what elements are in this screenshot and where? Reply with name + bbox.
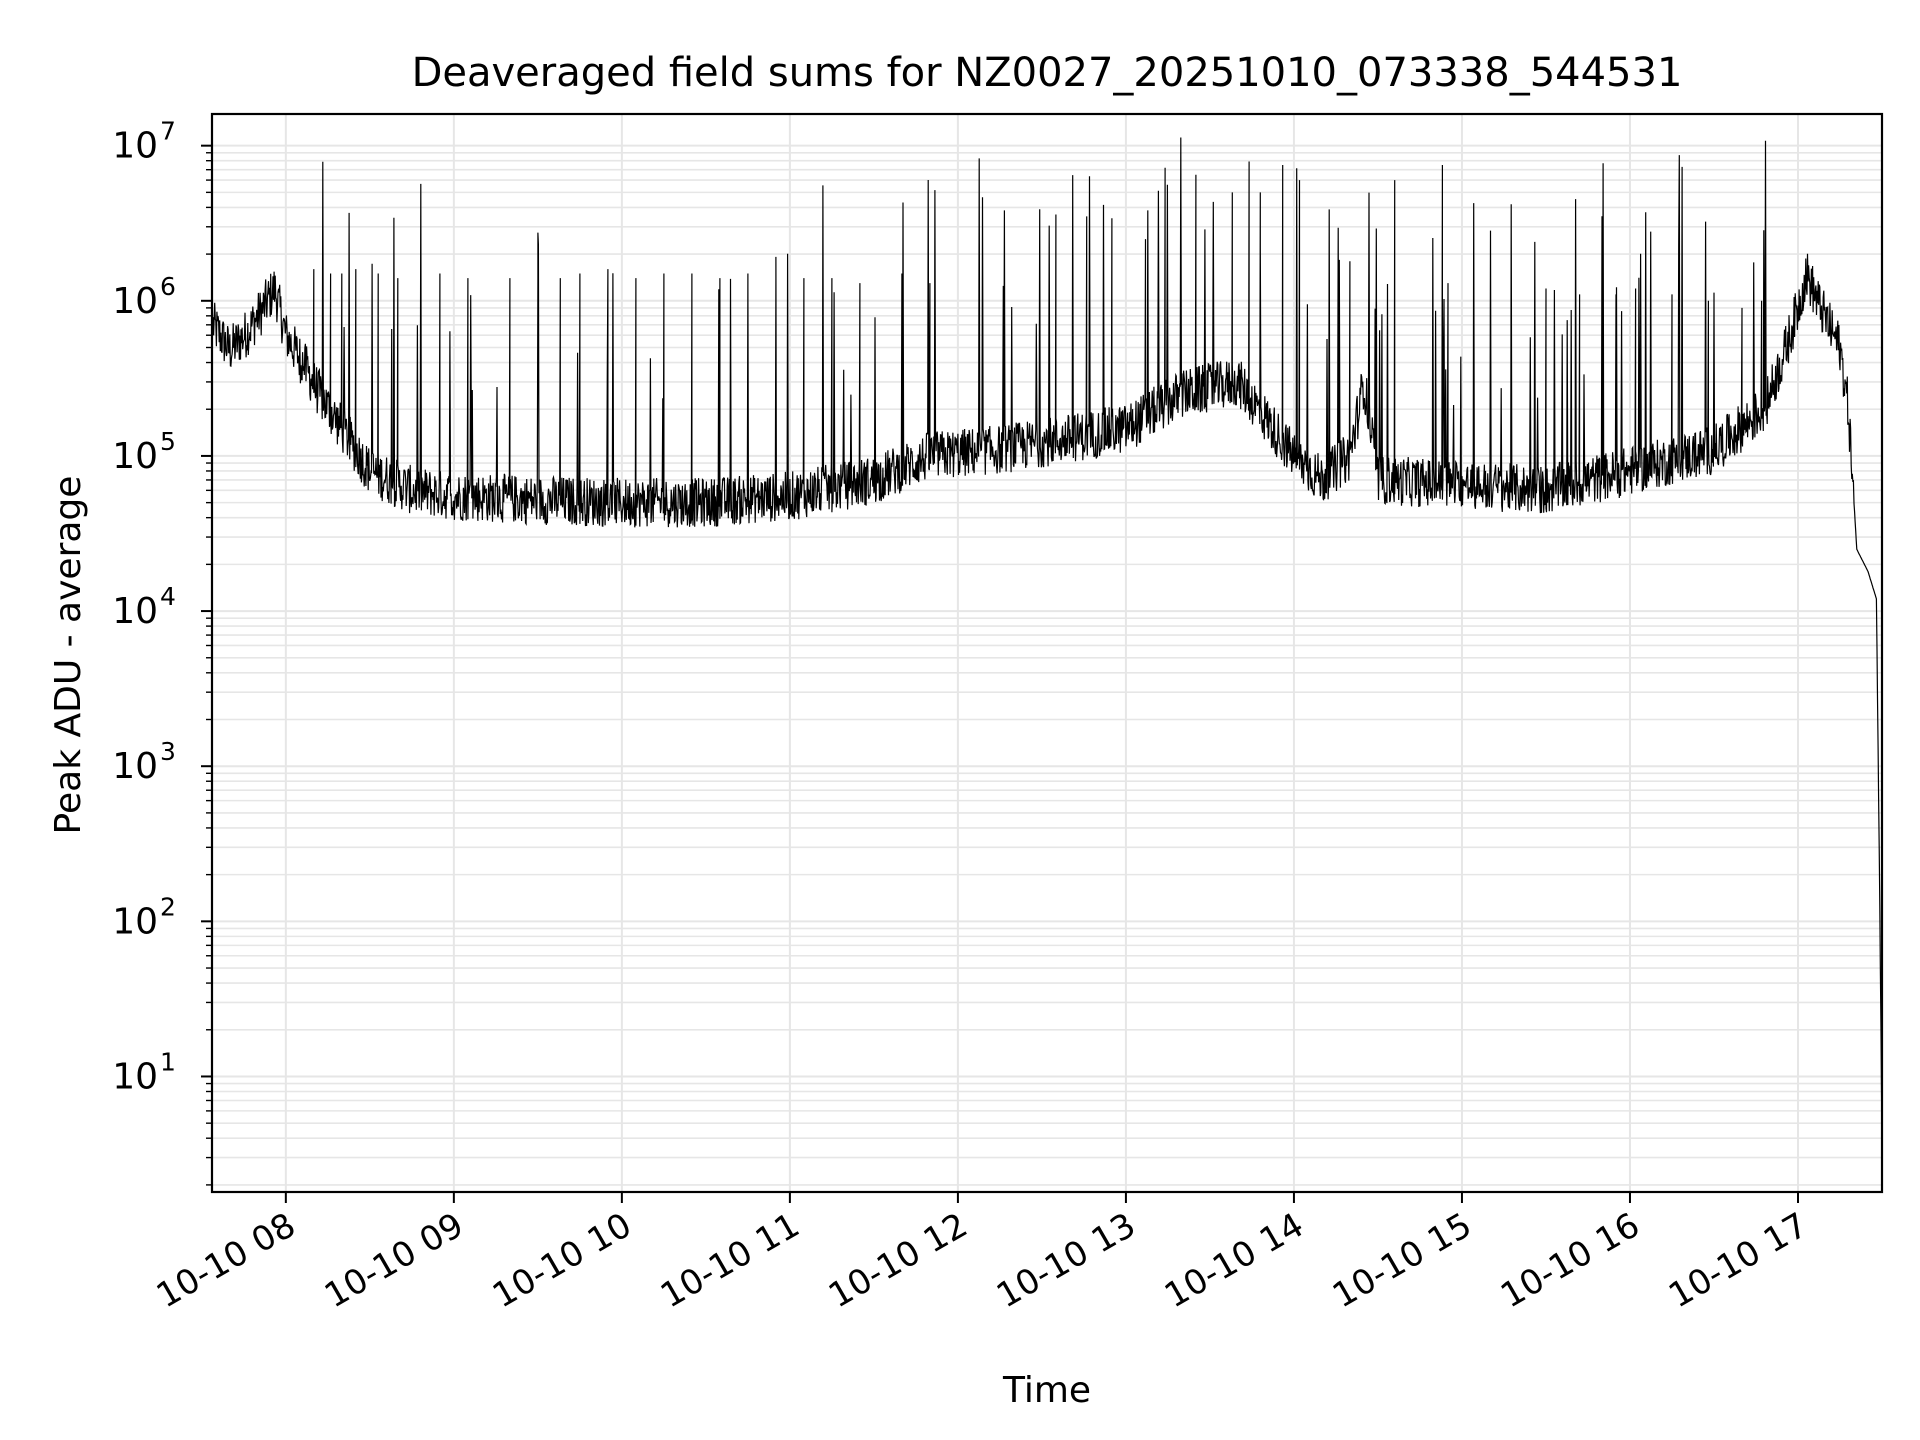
series-line [212,137,1883,1139]
plot-area-frame [210,112,1884,1194]
y-tick-exponent: 2 [160,892,176,921]
y-tick-label: 10 [112,591,158,632]
y-tick-label: 10 [112,436,158,477]
grid [212,114,1882,1192]
y-tick-exponent: 4 [160,582,176,611]
y-tick-exponent: 7 [160,117,176,146]
y-tick-exponent: 1 [160,1047,176,1076]
y-tick-exponent: 3 [160,737,176,766]
chart-title: Deaveraged field sums for NZ0027_2025101… [412,50,1683,96]
y-tick-label: 10 [112,901,158,942]
y-tick-label: 10 [112,1056,158,1097]
y-tick-label: 10 [112,126,158,167]
y-tick-exponent: 5 [160,427,176,456]
y-tick-label: 10 [112,281,158,322]
y-tick-label: 10 [112,746,158,787]
y-axis-label: Peak ADU - average [48,476,89,835]
x-axis-label: Time [1002,1370,1091,1411]
y-tick-exponent: 6 [160,272,176,301]
